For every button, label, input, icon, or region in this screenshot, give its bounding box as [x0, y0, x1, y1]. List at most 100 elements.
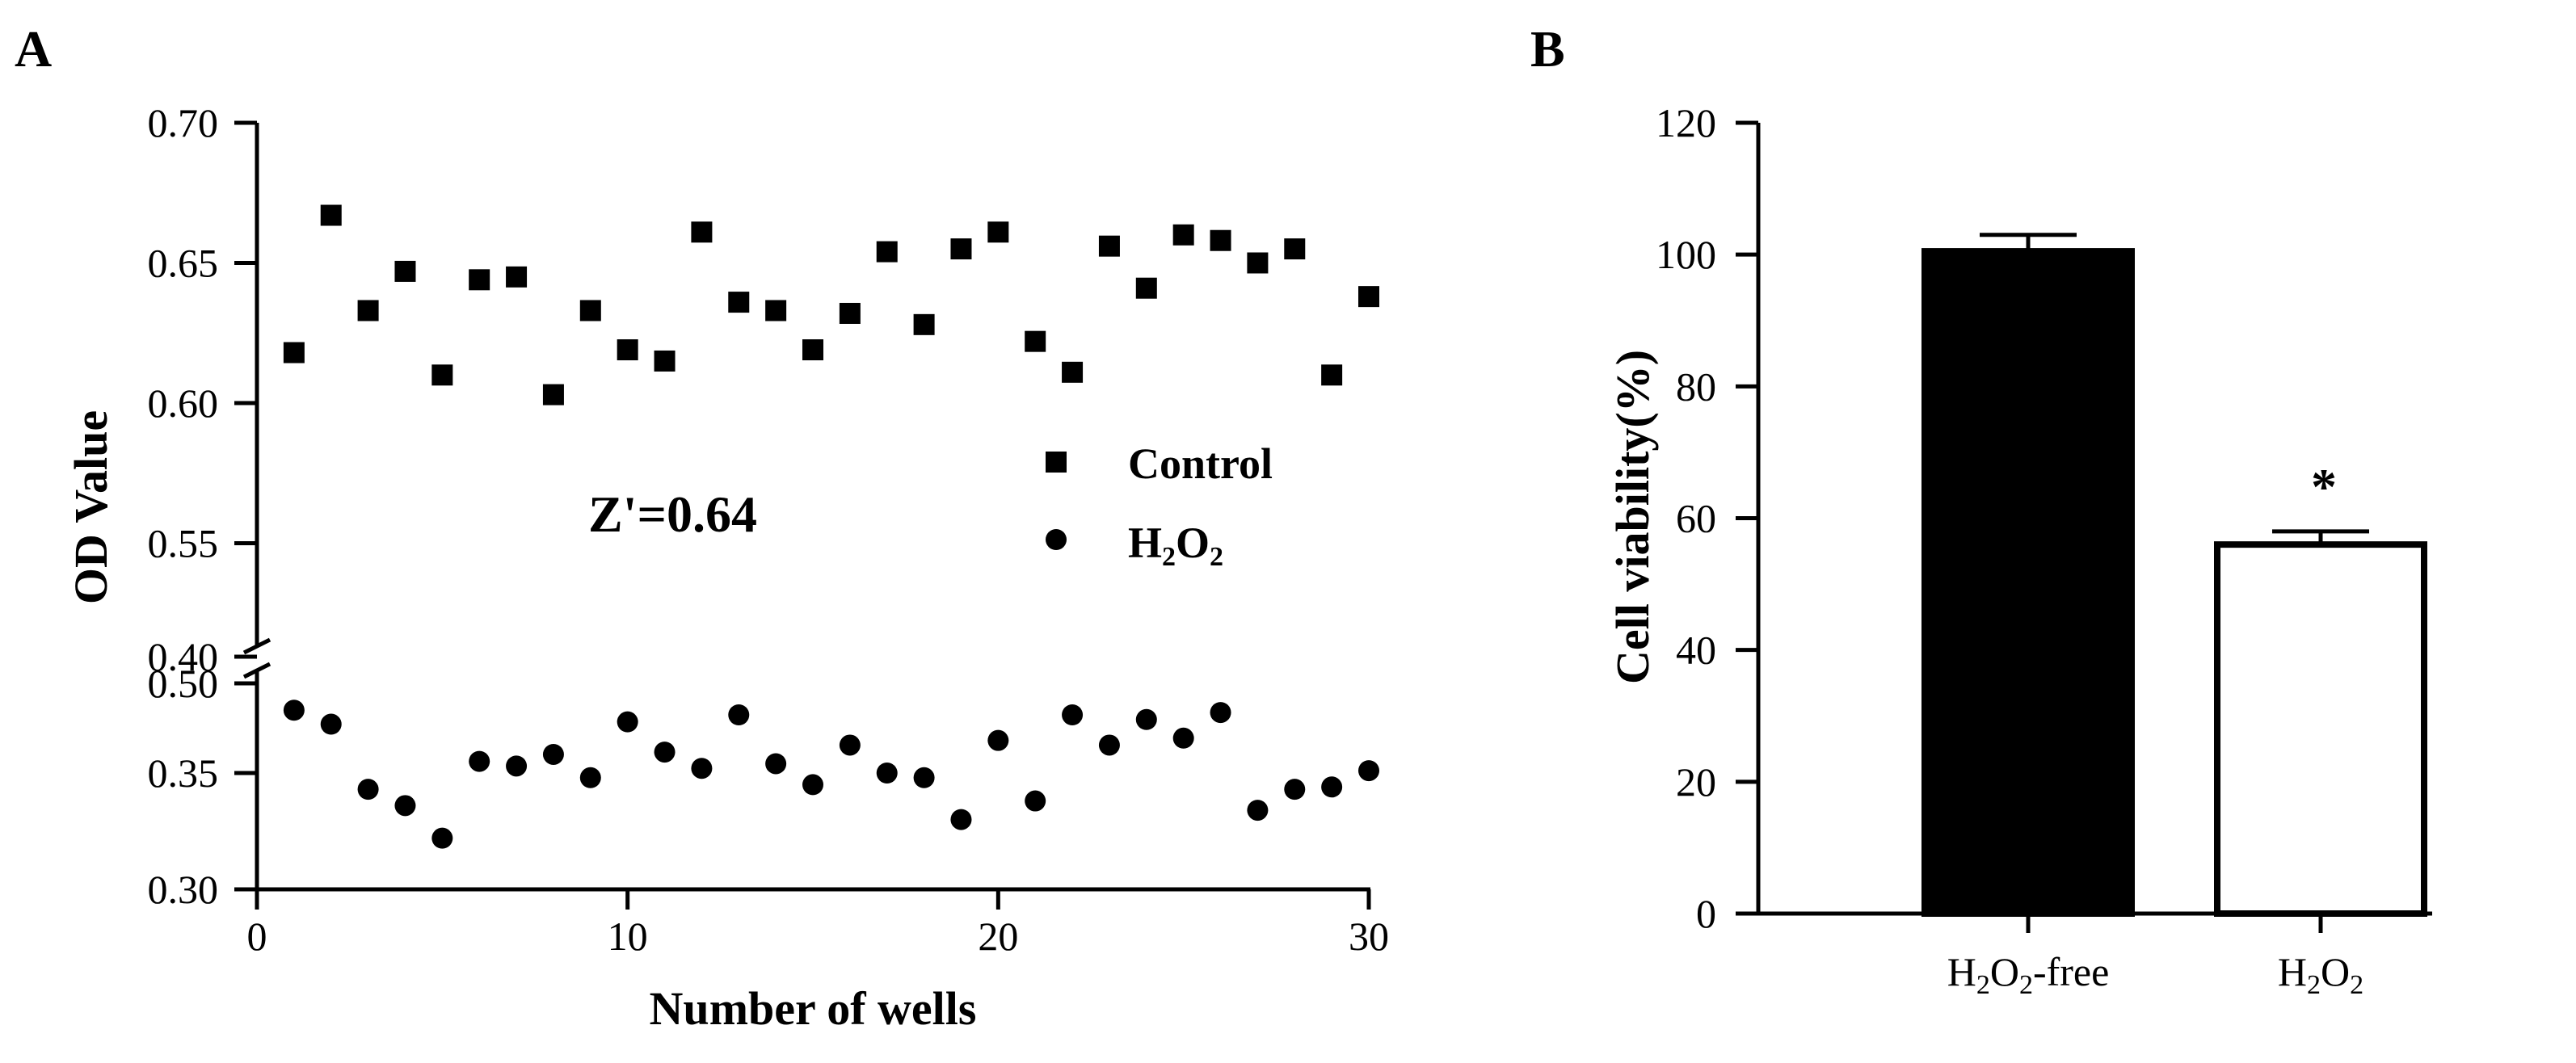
h2o2-point: [913, 767, 935, 788]
legend-label-h2o2: H2O2: [1128, 519, 1223, 572]
control-point: [579, 300, 601, 321]
panel-b-y-tick-label: 0: [1696, 891, 1716, 936]
control-point: [617, 339, 638, 361]
control-point: [1135, 277, 1157, 299]
panel-b-y-tick-label: 40: [1676, 628, 1716, 673]
panel-a-x-tick-label: 30: [1349, 914, 1389, 959]
panel-b-y-tick-label: 60: [1676, 496, 1716, 541]
panel-a-y-tick-label: 0.30: [148, 867, 219, 912]
h2o2-point: [1321, 776, 1343, 798]
h2o2-point: [1210, 702, 1231, 724]
panel-a-y-tick-label: 0.65: [148, 241, 219, 286]
panel-b-bars: H2O2-free H2O2 *: [1921, 233, 2427, 1000]
panel-a-legend: Control H2O2: [1046, 439, 1273, 572]
control-point: [950, 238, 972, 260]
h2o2-point: [506, 755, 528, 777]
panel-a-axis-break-mark-top: [242, 637, 271, 655]
control-point: [394, 260, 416, 282]
legend-label-control: Control: [1128, 439, 1273, 488]
control-point: [691, 221, 713, 243]
z-prime-annotation: Z'=0.64: [588, 485, 757, 543]
h2o2-point: [617, 711, 638, 733]
control-point: [1284, 238, 1306, 260]
panel-a-x-tick-label: 20: [978, 914, 1018, 959]
h2o2-point: [1358, 760, 1379, 782]
h2o2-point: [1135, 708, 1157, 730]
h2o2-point: [802, 774, 823, 796]
control-point: [320, 204, 342, 226]
control-point: [876, 241, 898, 263]
h2o2-point: [579, 767, 601, 788]
panel-b-category-label: H2O2-free: [1947, 949, 2110, 1000]
h2o2-point: [394, 795, 416, 817]
panel-a-x-tick-label: 0: [247, 914, 267, 959]
panel-b-y-tick-label: 20: [1676, 759, 1716, 805]
control-point: [506, 266, 528, 288]
panel-a-y-tick-label: 0.60: [148, 380, 219, 426]
control-point: [1358, 286, 1379, 308]
panel-b-y-tick-label: 120: [1656, 100, 1716, 145]
control-point: [1062, 361, 1084, 383]
h2o2-point: [691, 758, 713, 779]
control-point: [1098, 235, 1120, 257]
panel-a-y-tick-label: 0.70: [148, 100, 219, 145]
h2o2-point: [1025, 790, 1046, 812]
panel-a: A 0.30 0.35 0.400.50 0.55 0.60 0.65 0.70 0 10 20…: [15, 20, 1389, 1035]
panel-a-y-axis: [242, 123, 271, 889]
control-point: [987, 221, 1009, 243]
control-point: [839, 302, 861, 324]
h2o2-point: [654, 742, 676, 763]
control-point: [654, 350, 676, 372]
h2o2-point: [728, 704, 750, 725]
control-point: [283, 342, 305, 363]
control-point: [542, 384, 564, 405]
significance-asterisk: *: [2311, 458, 2337, 515]
h2o2-point: [765, 753, 787, 775]
panel-a-y-tick-label: 0.35: [148, 750, 219, 796]
control-point: [1210, 229, 1231, 251]
h2o2-point: [950, 809, 972, 830]
bar-h2o2-free: [1921, 248, 2135, 917]
panel-a-x-tick-label: 10: [608, 914, 648, 959]
panel-a-y-tick-label: 0.50: [148, 661, 219, 706]
h2o2-point: [320, 713, 342, 735]
control-point: [765, 300, 787, 321]
h2o2-point: [876, 763, 898, 784]
panel-a-y-tick-label: 0.55: [148, 521, 219, 566]
h2o2-point: [839, 734, 861, 756]
control-point: [728, 292, 750, 313]
panel-a-y-tick-label: 0.40: [148, 634, 219, 679]
panel-b-category-label: H2O2: [2278, 949, 2363, 1000]
legend-marker-h2o2: [1046, 529, 1067, 550]
panel-a-axis-break-mark-bottom: [242, 662, 271, 679]
h2o2-point: [1284, 779, 1306, 800]
control-point: [1321, 364, 1343, 386]
control-point: [913, 313, 935, 335]
control-point: [1025, 330, 1046, 352]
panel-b-letter: B: [1530, 20, 1565, 78]
h2o2-point: [283, 700, 305, 721]
h2o2-point: [1062, 704, 1084, 725]
control-point: [469, 269, 490, 291]
h2o2-point: [542, 743, 564, 765]
bar-h2o2: [2214, 541, 2427, 918]
h2o2-point: [357, 779, 379, 800]
panel-a-y-axis-title: OD Value: [65, 410, 117, 604]
panel-a-y-ticks: 0.30 0.35 0.400.50 0.55 0.60 0.65 0.70: [148, 100, 257, 912]
control-point: [357, 300, 379, 321]
panel-a-x-ticks: 0 10 20 30: [247, 889, 1389, 959]
control-point: [1247, 252, 1269, 274]
panel-b-y-tick-label: 80: [1676, 363, 1716, 409]
panel-b-y-axis-title: Cell viability(%): [1606, 350, 1659, 684]
h2o2-point: [1247, 800, 1269, 821]
control-point: [1172, 224, 1194, 246]
panel-b-y-tick-label: 100: [1656, 232, 1716, 277]
h2o2-point: [431, 827, 453, 849]
h2o2-point: [1172, 727, 1194, 749]
h2o2-point: [1098, 734, 1120, 756]
h2o2-point: [469, 750, 490, 772]
panel-a-points: [283, 204, 1379, 849]
panel-b-y-ticks: 0 20 40 60 80 100 120: [1656, 100, 1758, 936]
control-point: [431, 364, 453, 386]
